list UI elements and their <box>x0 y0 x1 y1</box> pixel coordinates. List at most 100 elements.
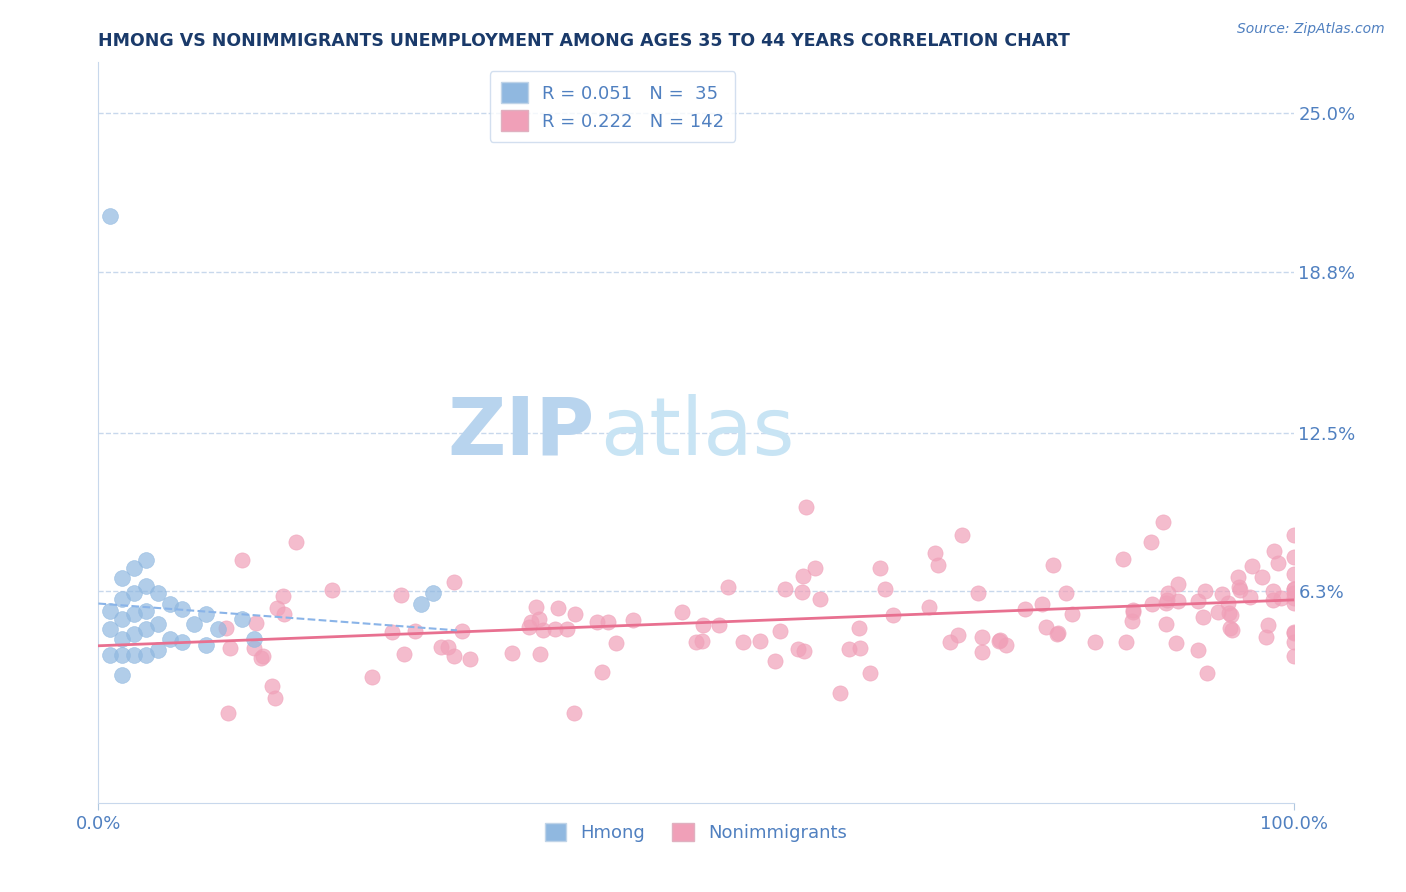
Point <box>404 624 426 639</box>
Point <box>605 636 627 650</box>
Point <box>1254 630 1277 644</box>
Point <box>1115 634 1137 648</box>
Point <box>773 582 796 597</box>
Point <box>1263 544 1285 558</box>
Point <box>517 620 540 634</box>
Point <box>111 571 134 585</box>
Point <box>284 535 307 549</box>
Point <box>1270 591 1292 606</box>
Point <box>1227 580 1250 594</box>
Point <box>195 638 218 652</box>
Point <box>591 665 613 680</box>
Point <box>260 679 283 693</box>
Point <box>1206 605 1229 619</box>
Point <box>685 635 707 649</box>
Point <box>263 691 285 706</box>
Point <box>793 644 815 658</box>
Point <box>501 646 523 660</box>
Text: ZIP: ZIP <box>447 393 595 472</box>
Point <box>1192 610 1215 624</box>
Point <box>1121 614 1143 628</box>
Point <box>790 585 813 599</box>
Point <box>1282 527 1305 541</box>
Point <box>830 686 852 700</box>
Point <box>266 601 288 615</box>
Point <box>1054 586 1077 600</box>
Point <box>690 633 713 648</box>
Point <box>1042 558 1064 573</box>
Point <box>1197 665 1219 680</box>
Point <box>124 627 146 641</box>
Point <box>1219 621 1241 635</box>
Point <box>848 640 870 655</box>
Point <box>1047 625 1070 640</box>
Point <box>135 553 157 567</box>
Point <box>1282 648 1305 663</box>
Point <box>148 642 170 657</box>
Point <box>380 625 402 640</box>
Point <box>547 601 569 615</box>
Point <box>111 612 134 626</box>
Point <box>1282 591 1305 605</box>
Point <box>195 607 218 621</box>
Point <box>1157 586 1180 600</box>
Point <box>98 209 122 223</box>
Point <box>717 580 740 594</box>
Point <box>927 558 949 573</box>
Point <box>252 649 274 664</box>
Point <box>749 633 772 648</box>
Point <box>1226 569 1249 583</box>
Point <box>148 586 170 600</box>
Point <box>671 605 693 619</box>
Point <box>939 635 962 649</box>
Point <box>1187 643 1209 657</box>
Point <box>183 617 205 632</box>
Point <box>361 670 384 684</box>
Point <box>243 632 266 647</box>
Point <box>159 632 181 647</box>
Point <box>1282 549 1305 564</box>
Point <box>520 615 543 629</box>
Point <box>437 640 460 654</box>
Point <box>1112 552 1135 566</box>
Point <box>250 651 273 665</box>
Point <box>848 621 870 635</box>
Point <box>1122 605 1144 619</box>
Point <box>564 607 586 622</box>
Point <box>172 601 194 615</box>
Point <box>422 586 444 600</box>
Point <box>1140 535 1163 549</box>
Point <box>804 561 827 575</box>
Point <box>1282 596 1305 610</box>
Point <box>1156 592 1178 607</box>
Point <box>972 631 994 645</box>
Point <box>875 582 897 596</box>
Point <box>838 641 860 656</box>
Point <box>1261 583 1284 598</box>
Point <box>111 648 134 662</box>
Point <box>924 546 946 560</box>
Point <box>987 634 1010 648</box>
Point <box>859 665 882 680</box>
Point <box>159 597 181 611</box>
Point <box>124 561 146 575</box>
Point <box>709 617 731 632</box>
Point <box>215 621 238 635</box>
Point <box>1046 627 1069 641</box>
Point <box>389 588 412 602</box>
Point <box>1156 596 1178 610</box>
Point <box>621 613 644 627</box>
Point <box>1282 566 1305 581</box>
Point <box>792 568 814 582</box>
Point <box>1282 586 1305 600</box>
Point <box>243 640 266 655</box>
Point <box>1239 591 1261 605</box>
Point <box>1216 595 1239 609</box>
Point <box>1240 559 1263 574</box>
Point <box>273 590 295 604</box>
Text: atlas: atlas <box>600 393 794 472</box>
Point <box>918 599 941 614</box>
Point <box>124 586 146 600</box>
Point <box>1060 607 1083 621</box>
Point <box>972 645 994 659</box>
